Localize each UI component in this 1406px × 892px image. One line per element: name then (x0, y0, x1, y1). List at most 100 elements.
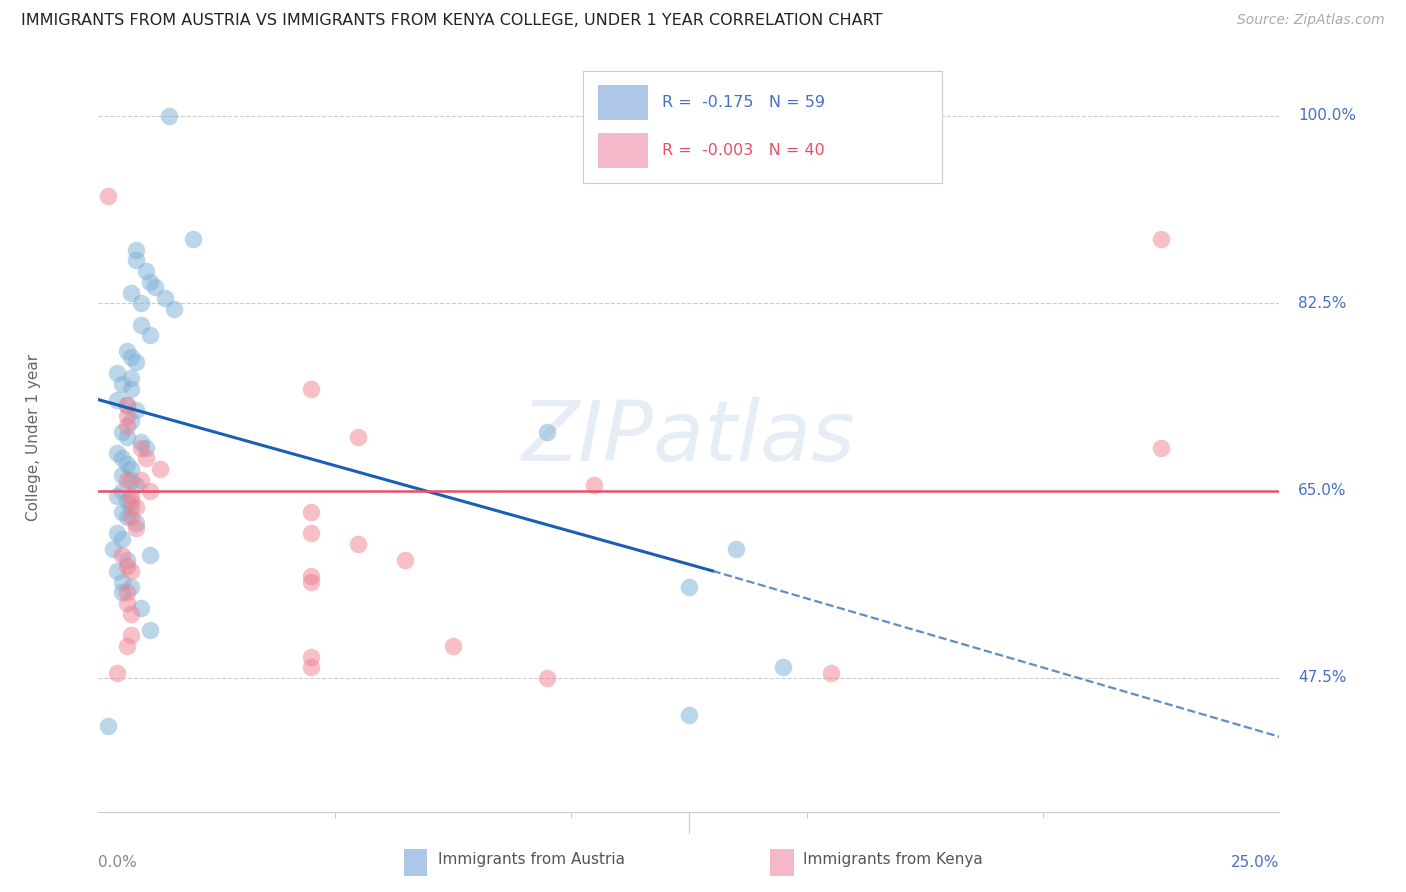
Point (1150, 441, 1173, 455)
Point (115, 558, 138, 573)
Point (111, 451, 134, 466)
Point (139, 328, 162, 343)
Point (111, 548, 134, 562)
Point (101, 542, 124, 557)
Point (111, 376, 134, 391)
Point (347, 430, 370, 444)
Point (135, 264, 157, 278)
Text: 47.5%: 47.5% (1298, 671, 1347, 685)
Point (536, 671, 558, 685)
Text: 65.0%: 65.0% (1298, 483, 1347, 498)
Point (820, 665, 842, 680)
Point (678, 708, 700, 723)
Point (125, 355, 148, 369)
Point (115, 510, 138, 524)
Point (125, 516, 148, 530)
Point (153, 291, 176, 305)
Point (105, 564, 128, 578)
Point (129, 296, 152, 310)
Point (111, 574, 134, 589)
Point (115, 585, 138, 599)
Point (139, 623, 162, 637)
Point (121, 564, 143, 578)
Point (135, 441, 157, 455)
Point (121, 462, 143, 476)
Point (129, 318, 152, 332)
Point (139, 275, 162, 289)
Point (129, 601, 152, 615)
Point (163, 301, 186, 316)
Point (139, 483, 162, 498)
Point (111, 467, 134, 482)
Point (1150, 232, 1173, 246)
Point (115, 457, 138, 471)
Point (299, 382, 322, 396)
Point (149, 462, 172, 476)
Point (121, 489, 143, 503)
Point (97, 719, 120, 733)
Point (111, 505, 134, 519)
Bar (598, 133, 648, 169)
Point (115, 553, 138, 567)
Point (125, 478, 148, 492)
Point (97, 189, 120, 203)
Text: R =  -0.003   N = 40: R = -0.003 N = 40 (662, 143, 825, 158)
Text: Immigrants from Austria: Immigrants from Austria (437, 852, 626, 867)
Point (111, 532, 134, 546)
Point (105, 489, 128, 503)
Point (125, 253, 148, 268)
Text: 100.0%: 100.0% (1298, 109, 1357, 123)
Point (394, 553, 416, 567)
Point (115, 639, 138, 653)
Point (105, 446, 128, 460)
Point (299, 660, 322, 674)
Point (121, 500, 143, 514)
Text: 82.5%: 82.5% (1298, 296, 1347, 310)
Point (115, 430, 138, 444)
Point (121, 473, 143, 487)
Point (441, 639, 464, 653)
Point (111, 425, 134, 439)
Point (536, 425, 558, 439)
Point (121, 494, 143, 508)
Point (121, 510, 143, 524)
Point (121, 382, 143, 396)
Point (299, 574, 322, 589)
Point (105, 392, 128, 407)
Point (115, 473, 138, 487)
Text: 25.0%: 25.0% (1232, 855, 1279, 870)
Point (125, 500, 148, 514)
Point (111, 585, 134, 599)
Point (125, 243, 148, 257)
Point (115, 596, 138, 610)
Point (143, 280, 166, 294)
Point (121, 285, 143, 300)
Text: IMMIGRANTS FROM AUSTRIA VS IMMIGRANTS FROM KENYA COLLEGE, UNDER 1 YEAR CORRELATI: IMMIGRANTS FROM AUSTRIA VS IMMIGRANTS FR… (21, 13, 883, 29)
Point (115, 419, 138, 434)
Point (115, 409, 138, 423)
Point (299, 569, 322, 583)
Point (583, 478, 606, 492)
Point (121, 628, 143, 642)
Text: R =  -0.175   N = 59: R = -0.175 N = 59 (662, 95, 825, 110)
Point (121, 350, 143, 364)
Point (115, 398, 138, 412)
Point (725, 542, 748, 557)
Point (115, 398, 138, 412)
Point (121, 414, 143, 428)
Point (111, 483, 134, 498)
Text: College, Under 1 year: College, Under 1 year (25, 353, 41, 521)
Point (129, 435, 152, 450)
Point (299, 649, 322, 664)
Bar (598, 85, 648, 120)
Point (772, 660, 794, 674)
Point (129, 473, 152, 487)
Point (115, 344, 138, 359)
Point (678, 580, 700, 594)
Point (105, 665, 128, 680)
Point (115, 494, 138, 508)
Point (121, 371, 143, 385)
Point (105, 526, 128, 541)
Point (299, 505, 322, 519)
Point (105, 366, 128, 380)
